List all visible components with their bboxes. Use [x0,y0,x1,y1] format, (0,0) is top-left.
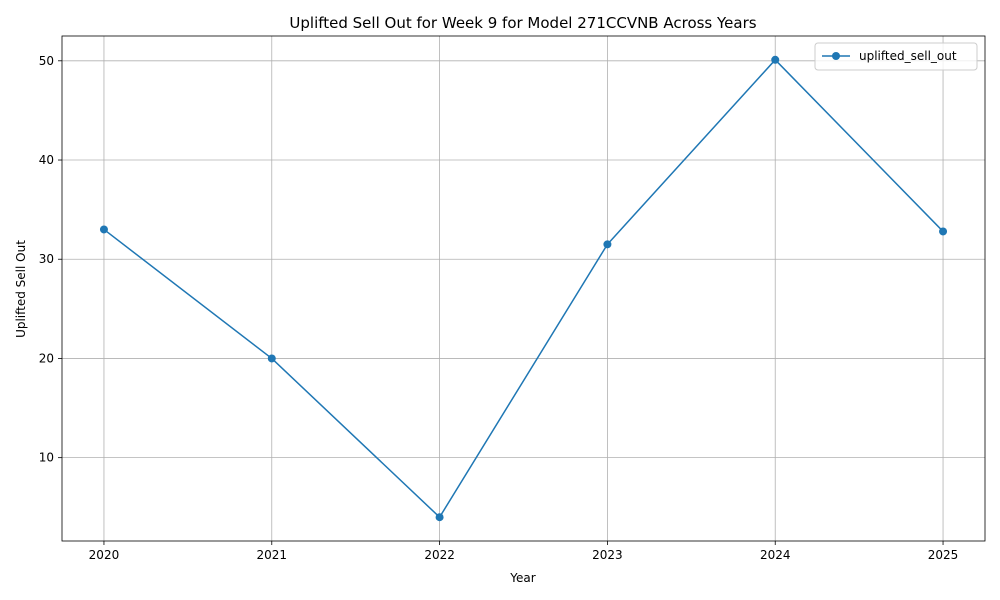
plot-area-frame [61,35,986,542]
legend-marker-swatch [832,52,840,60]
x-tick-label: 2023 [592,548,623,562]
x-tick-label: 2020 [89,548,120,562]
data-point [939,227,948,236]
x-tick-label: 2024 [760,548,791,562]
y-tick-label: 10 [39,451,54,465]
axis-ticks: 2020 2021 2022 2023 2024 2025 10 20 30 40 50 [39,54,959,562]
y-tick-label: 40 [39,153,54,167]
data-point [99,225,108,234]
data-point [603,240,612,249]
series-line [103,59,944,518]
grid-lines [62,36,985,541]
data-point [435,513,444,522]
data-point [267,354,276,363]
x-tick-label: 2025 [928,548,959,562]
legend: uplifted_sell_out [814,42,978,71]
y-tick-label: 50 [39,54,54,68]
x-axis-label: Year [509,571,535,585]
data-point [771,55,780,64]
x-tick-label: 2022 [424,548,455,562]
y-tick-label: 30 [39,252,54,266]
x-tick-label: 2021 [256,548,287,562]
legend-box [814,42,978,71]
series-layer [99,55,948,522]
legend-label: uplifted_sell_out [859,49,957,63]
y-tick-label: 20 [39,351,54,365]
chart-title: Uplifted Sell Out for Week 9 for Model 2… [289,14,756,32]
y-axis-label: Uplifted Sell Out [14,240,28,338]
